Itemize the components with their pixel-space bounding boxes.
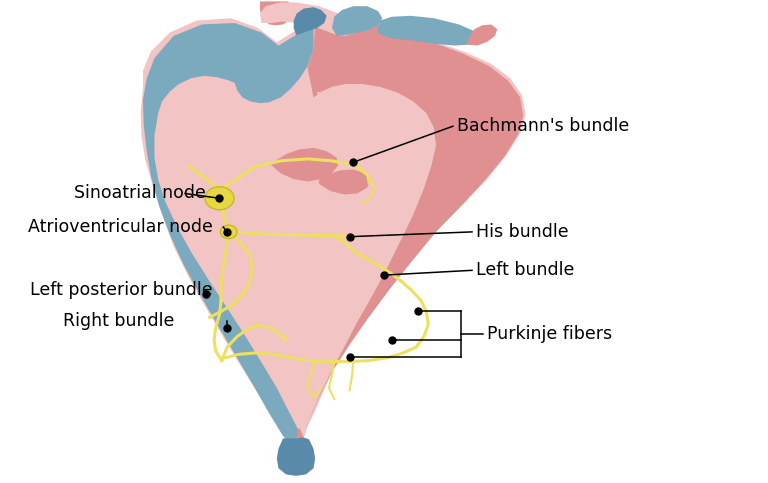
Polygon shape	[141, 18, 525, 446]
Polygon shape	[260, 2, 355, 36]
Text: Right bundle: Right bundle	[63, 312, 174, 330]
Text: Atrioventricular node: Atrioventricular node	[28, 218, 213, 236]
Polygon shape	[278, 21, 523, 447]
Ellipse shape	[205, 187, 234, 210]
Ellipse shape	[220, 225, 237, 239]
Polygon shape	[332, 6, 382, 36]
Polygon shape	[293, 7, 326, 35]
Polygon shape	[143, 23, 313, 447]
Text: Bachmann's bundle: Bachmann's bundle	[457, 117, 629, 135]
Text: Purkinje fibers: Purkinje fibers	[488, 325, 612, 343]
Polygon shape	[319, 170, 370, 195]
Text: Sinoatrial node: Sinoatrial node	[74, 185, 206, 202]
Polygon shape	[378, 16, 478, 45]
Text: Left bundle: Left bundle	[476, 261, 574, 279]
Polygon shape	[260, 1, 292, 26]
Polygon shape	[271, 148, 338, 182]
Polygon shape	[467, 25, 497, 45]
Polygon shape	[283, 86, 429, 438]
Text: His bundle: His bundle	[476, 223, 568, 241]
Polygon shape	[277, 438, 315, 476]
Text: Left posterior bundle: Left posterior bundle	[31, 281, 213, 298]
